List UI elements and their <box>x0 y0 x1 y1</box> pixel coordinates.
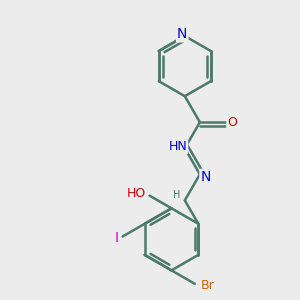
Text: O: O <box>227 116 237 129</box>
Text: HO: HO <box>127 187 146 200</box>
Text: Br: Br <box>200 279 214 292</box>
Text: N: N <box>177 27 188 41</box>
Text: I: I <box>115 231 119 245</box>
Text: H: H <box>173 190 181 200</box>
Text: N: N <box>200 170 211 184</box>
Text: HN: HN <box>169 140 187 153</box>
